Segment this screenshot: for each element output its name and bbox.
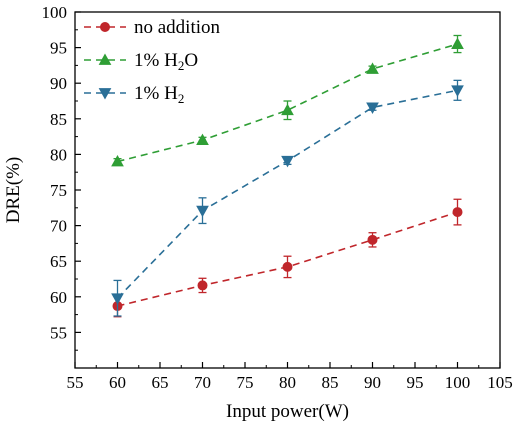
legend-marker — [98, 53, 112, 65]
data-point — [451, 85, 464, 97]
series-2 — [111, 34, 464, 167]
axes-layer: 55 60 65 70 75 80 85 90 95 100 105 55 60 65 70 75 80 85 90… — [42, 3, 513, 392]
x-tick-label: 75 — [237, 373, 254, 392]
data-point — [196, 205, 209, 218]
x-tick-label: 85 — [322, 373, 339, 392]
y-tick-label: 85 — [50, 110, 67, 129]
legend-marker — [98, 88, 112, 100]
y-axis-title: DRE(%) — [3, 157, 24, 223]
y-tick-label: 100 — [42, 3, 68, 22]
data-point — [282, 261, 293, 272]
series-3 — [111, 79, 464, 317]
x-tick-label: 65 — [152, 373, 169, 392]
x-tick-label: 90 — [364, 373, 381, 392]
y-tick-label: 90 — [50, 74, 67, 93]
y-tick-label: 70 — [50, 217, 67, 236]
x-tick-label: 55 — [67, 373, 84, 392]
data-point — [367, 234, 378, 245]
data-point — [366, 102, 379, 114]
x-tick-label: 105 — [487, 373, 513, 392]
legend-label: 1% H2O — [134, 50, 198, 73]
data-point — [281, 155, 294, 168]
data-point — [111, 293, 124, 305]
y-tick-label: 75 — [50, 181, 67, 200]
data-point — [197, 280, 208, 291]
legend-marker — [100, 22, 110, 32]
legend-item-1: no addition — [84, 17, 221, 38]
legend-label: 1% H2 — [134, 83, 184, 106]
y-tick-label: 95 — [50, 39, 67, 58]
x-tick-label: 60 — [109, 373, 126, 392]
data-point — [111, 154, 124, 167]
plot-layer — [111, 34, 464, 318]
data-point — [452, 207, 463, 218]
legend-label: no addition — [134, 17, 221, 38]
x-axis-title: Input power(W) — [226, 401, 349, 422]
legend: no addition 1% H2O 1% H2 — [84, 17, 221, 106]
x-tick-label: 95 — [407, 373, 424, 392]
data-point — [366, 62, 379, 74]
y-tick-label: 65 — [50, 252, 67, 271]
y-tick-label: 60 — [50, 288, 67, 307]
legend-item-3: 1% H2 — [84, 83, 184, 106]
data-point — [281, 103, 294, 116]
data-point — [196, 133, 209, 146]
series-1 — [112, 198, 463, 318]
x-tick-label: 80 — [279, 373, 296, 392]
data-point — [451, 37, 464, 49]
y-tick-label: 80 — [50, 145, 67, 164]
x-tick-label: 100 — [445, 373, 471, 392]
y-tick-label: 55 — [50, 323, 67, 342]
x-tick-label: 70 — [194, 373, 211, 392]
series-line — [117, 43, 458, 163]
